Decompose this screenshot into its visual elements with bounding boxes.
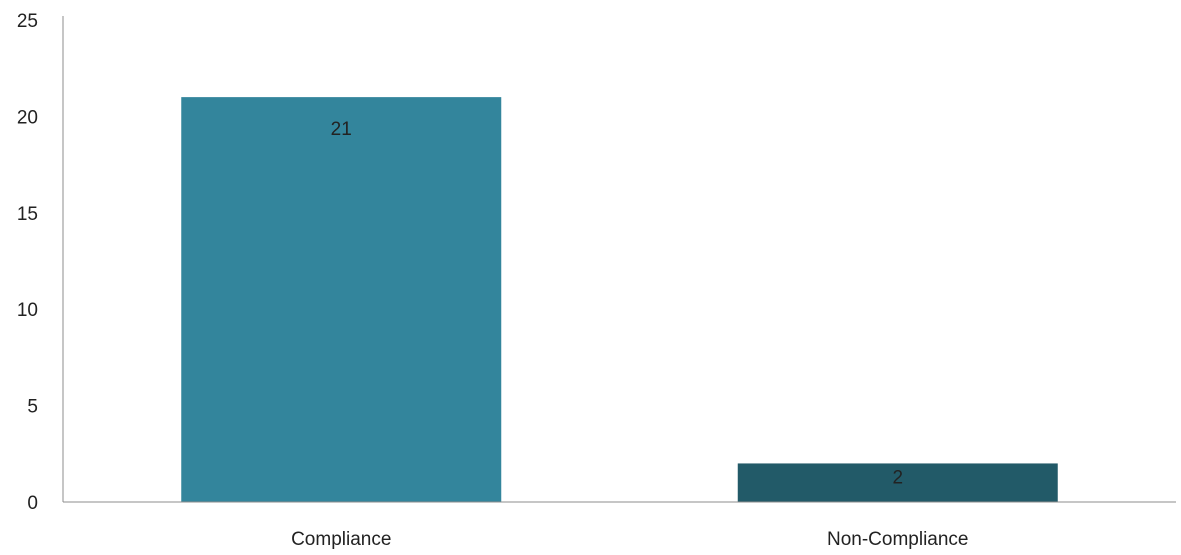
- bar-non-compliance: [737, 463, 1058, 502]
- data-labels: 21 2: [331, 119, 903, 488]
- data-label: 2: [892, 467, 903, 488]
- y-tick-label: 20: [17, 107, 38, 128]
- y-tick-label: 5: [27, 397, 38, 418]
- data-label: 21: [331, 119, 352, 140]
- x-axis-labels: Compliance Non-Compliance: [291, 529, 968, 550]
- bars: [181, 97, 1058, 503]
- y-tick-label: 10: [17, 300, 38, 321]
- y-axis-ticks: 0 5 10 15 20 25: [17, 11, 38, 514]
- bar-compliance: [181, 97, 502, 503]
- y-tick-label: 25: [17, 11, 38, 32]
- x-tick-label: Non-Compliance: [827, 529, 969, 550]
- y-tick-label: 15: [17, 204, 38, 225]
- y-tick-label: 0: [27, 493, 38, 514]
- x-tick-label: Compliance: [291, 529, 391, 550]
